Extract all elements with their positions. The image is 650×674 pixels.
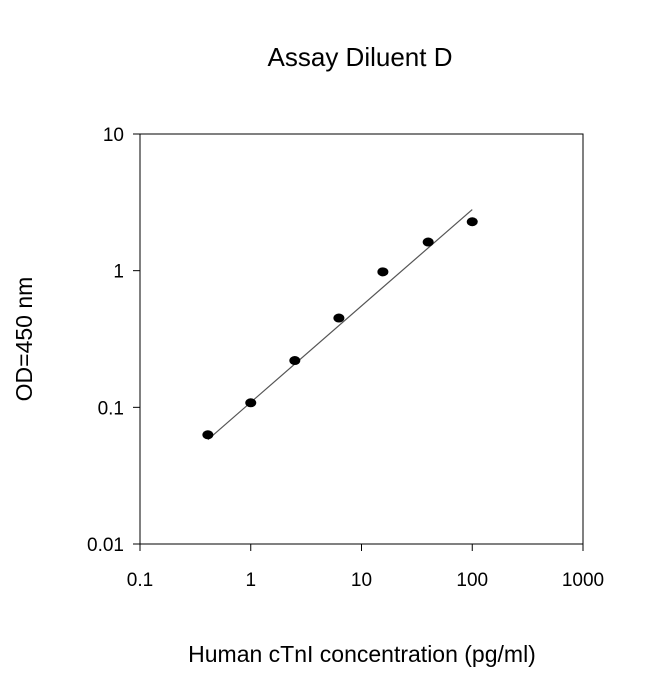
x-tick-label: 100 [456, 570, 488, 591]
plot-frame [139, 133, 584, 545]
data-points [202, 217, 478, 440]
data-point [422, 237, 434, 247]
y-tick-label: 0.01 [87, 535, 124, 556]
x-tick-label: 0.1 [127, 570, 153, 591]
y-tick-label: 1 [113, 262, 124, 283]
data-point [377, 267, 389, 277]
data-point [466, 217, 478, 227]
x-axis-label: Human cTnI concentration (pg/ml) [188, 641, 536, 667]
data-point [333, 313, 345, 323]
y-tick-label: 0.1 [98, 398, 124, 419]
y-tick-label: 10 [103, 125, 124, 146]
x-tick-label: 1000 [562, 570, 604, 591]
data-point [202, 430, 214, 440]
chart-title: Assay Diluent D [268, 42, 453, 72]
data-point [289, 356, 301, 366]
x-tick-label: 1 [245, 570, 256, 591]
y-axis-label: OD=450 nm [11, 277, 37, 402]
x-axis-ticks: 0.1 1 10 100 1000 [127, 544, 604, 591]
x-tick-label: 10 [351, 570, 372, 591]
data-point [245, 398, 257, 408]
y-axis-ticks: 0.01 0.1 1 10 [87, 125, 140, 556]
